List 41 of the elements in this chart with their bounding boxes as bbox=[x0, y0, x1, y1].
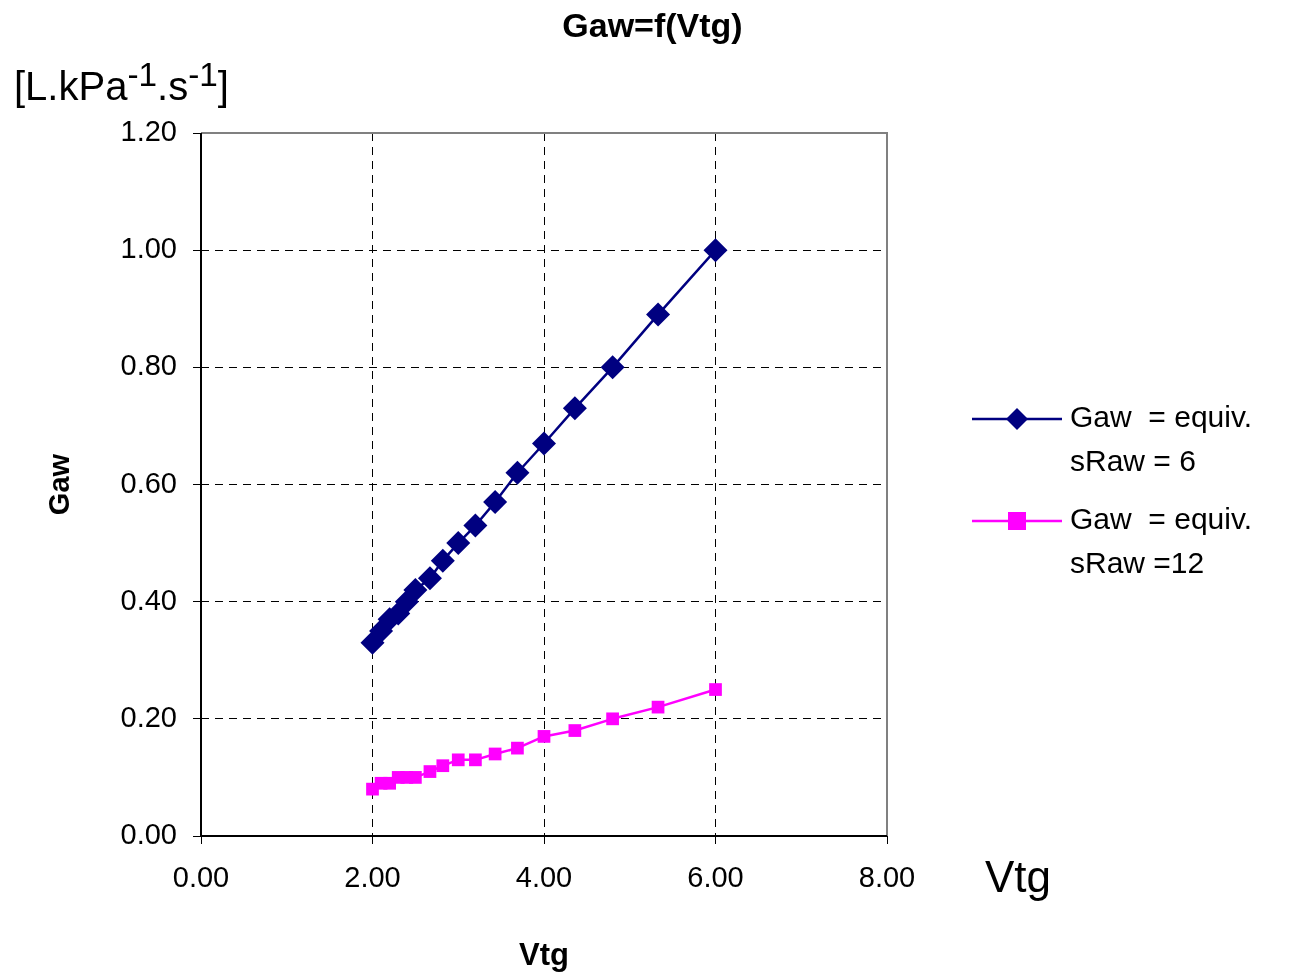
point bbox=[469, 753, 482, 767]
point bbox=[562, 396, 587, 421]
point bbox=[537, 730, 551, 743]
chart-title: Gaw=f(Vtg) bbox=[562, 6, 743, 45]
point bbox=[703, 238, 728, 263]
point bbox=[568, 724, 582, 737]
y-axis-title: Gaw bbox=[43, 453, 76, 516]
y-tick-label: 1.20 bbox=[120, 115, 177, 147]
text: [L.kPa$^{-1}$.s$^{-1}$] bbox=[14, 56, 229, 110]
x-tick-label: 2.00 bbox=[344, 861, 401, 894]
point bbox=[646, 302, 671, 327]
point bbox=[423, 765, 437, 778]
legend-label: Gaw = equiv. sRaw = 6 bbox=[1070, 399, 1254, 479]
x-tick-label: 6.00 bbox=[687, 861, 744, 894]
point bbox=[403, 577, 428, 602]
y-tick-label: 1.00 bbox=[120, 232, 177, 265]
point bbox=[600, 355, 625, 380]
point bbox=[606, 712, 619, 726]
point bbox=[436, 759, 450, 773]
text: Vtg bbox=[985, 852, 1052, 902]
x-tick-label: 4.00 bbox=[515, 861, 573, 894]
y-tick-label: 0.80 bbox=[120, 349, 177, 382]
x-tick-label: 0.00 bbox=[172, 861, 230, 894]
y-tick-label: 0.60 bbox=[120, 466, 177, 499]
point bbox=[417, 566, 442, 591]
x-axis-title: Vtg bbox=[519, 936, 569, 972]
point bbox=[511, 741, 524, 755]
point bbox=[446, 531, 471, 556]
point bbox=[709, 683, 722, 696]
y-tick-label: 0.40 bbox=[120, 583, 177, 616]
point bbox=[409, 771, 422, 784]
point bbox=[430, 548, 455, 573]
point bbox=[483, 490, 508, 515]
point bbox=[532, 431, 556, 456]
legend-label: Gaw = equiv. sRaw =12 bbox=[1070, 501, 1254, 581]
point bbox=[463, 513, 488, 538]
y-tick-label: 0.00 bbox=[120, 818, 177, 850]
point bbox=[505, 460, 530, 485]
y-tick-label: 0.20 bbox=[120, 700, 177, 733]
x-tick-label: 8.00 bbox=[858, 861, 916, 894]
point bbox=[451, 753, 465, 767]
